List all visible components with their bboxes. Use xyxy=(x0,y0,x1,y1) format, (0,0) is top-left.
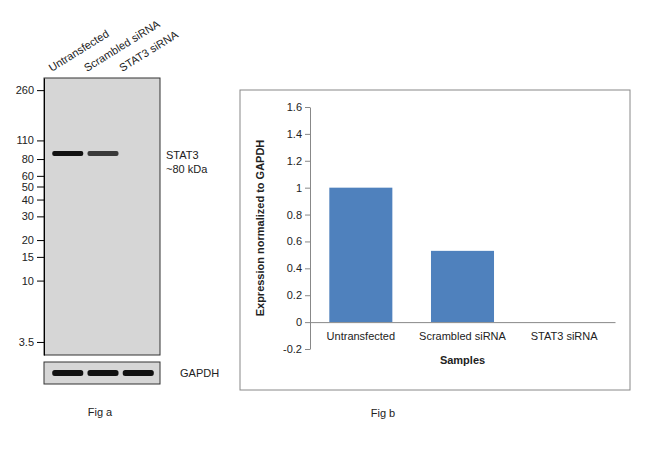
x-tick-label: STAT3 siRNA xyxy=(531,330,598,342)
mw-tick: 3.5 xyxy=(19,336,44,348)
y-axis-title: Expression normalized to GAPDH xyxy=(254,140,266,317)
y-tick: 1 xyxy=(296,182,310,194)
mw-tick-label: 10 xyxy=(22,275,34,287)
mw-axis-line xyxy=(44,79,45,356)
x-axis: Untransfected Scrambled siRNA STAT3 siRNA xyxy=(311,322,616,342)
band-name: STAT3 xyxy=(166,149,199,161)
mw-tick-label: 30 xyxy=(22,210,34,222)
x-tick: Scrambled siRNA xyxy=(419,322,506,342)
mw-tick: 30 xyxy=(22,210,44,222)
y-tick-mark xyxy=(305,161,310,162)
mw-tick-mark xyxy=(37,90,44,91)
x-tick: STAT3 siRNA xyxy=(531,322,598,342)
y-tick-label: 1 xyxy=(296,182,302,194)
mw-tick-mark xyxy=(37,281,44,282)
y-tick-mark xyxy=(305,349,310,350)
mw-tick-mark xyxy=(37,240,44,241)
mw-tick: 10 xyxy=(22,275,44,287)
mw-tick-mark xyxy=(37,187,44,188)
mw-tick: 15 xyxy=(22,251,44,263)
y-tick: 1.4 xyxy=(287,128,310,140)
mw-tick-label: 50 xyxy=(22,181,34,193)
x-axis-line xyxy=(311,322,616,323)
y-tick-mark xyxy=(305,188,310,189)
mw-tick-label: 40 xyxy=(22,194,34,206)
y-tick: 0.8 xyxy=(287,209,310,221)
mw-axis: 26011080605040302015103.5 xyxy=(16,79,45,356)
chart-frame xyxy=(240,90,630,390)
mw-tick-label: 3.5 xyxy=(19,336,34,348)
loading-bands xyxy=(52,370,154,376)
y-tick-label: 1.6 xyxy=(287,101,302,113)
caption: Fig b xyxy=(371,407,395,419)
lane-label: STAT3 siRNA xyxy=(117,28,181,74)
mw-tick: 80 xyxy=(22,153,44,165)
y-tick-mark xyxy=(305,268,310,269)
band xyxy=(52,151,83,156)
loading-band xyxy=(87,370,118,376)
bar xyxy=(329,188,392,322)
y-tick-mark xyxy=(305,322,310,323)
mw-tick: 260 xyxy=(16,84,44,96)
bar-figure: -0.2 0 0.2 0.4 0.6 0.8 1 1.2 1.4 1.6 Untransfected… xyxy=(240,90,630,419)
x-tick: Untransfected xyxy=(327,322,395,342)
mw-tick-mark xyxy=(37,140,44,141)
y-tick-label: 0.2 xyxy=(287,289,302,301)
mw-tick: 40 xyxy=(22,194,44,206)
mw-tick-label: 110 xyxy=(16,134,34,146)
band xyxy=(87,151,118,156)
bar xyxy=(431,251,494,322)
loading-panel xyxy=(44,362,160,384)
loading-band xyxy=(52,370,83,376)
mw-tick-label: 15 xyxy=(22,251,34,263)
blot-panel xyxy=(44,78,160,355)
y-axis: -0.2 0 0.2 0.4 0.6 0.8 1 1.2 1.4 1.6 xyxy=(283,101,310,355)
y-tick-mark xyxy=(305,134,310,135)
band-size: ~80 kDa xyxy=(166,163,208,175)
y-tick-label: 0.8 xyxy=(287,209,302,221)
x-tick-label: Untransfected xyxy=(327,330,395,342)
blot-figure: 26011080605040302015103.5UntransfectedSc… xyxy=(16,17,220,418)
bars xyxy=(329,188,494,322)
x-tick-label: Scrambled siRNA xyxy=(419,330,506,342)
mw-tick: 20 xyxy=(22,234,44,246)
y-tick-label: -0.2 xyxy=(283,343,302,355)
y-tick-label: 0 xyxy=(296,316,302,328)
x-axis-title: Samples xyxy=(440,354,485,366)
y-tick-label: 0.6 xyxy=(287,235,302,247)
mw-tick: 110 xyxy=(16,134,44,146)
y-tick: 0.4 xyxy=(287,262,310,274)
figure: 26011080605040302015103.5UntransfectedSc… xyxy=(0,0,650,475)
y-tick-mark xyxy=(305,107,310,108)
y-tick-label: 1.4 xyxy=(287,128,302,140)
bands xyxy=(52,151,154,156)
mw-tick-label: 80 xyxy=(22,153,34,165)
mw-tick-mark xyxy=(37,216,44,217)
mw-tick-mark xyxy=(37,257,44,258)
y-tick: 0 xyxy=(296,316,310,328)
mw-tick-mark xyxy=(37,342,44,343)
y-tick: -0.2 xyxy=(283,343,310,355)
loading-name: GAPDH xyxy=(180,367,219,379)
y-tick-label: 0.4 xyxy=(287,262,302,274)
y-tick-mark xyxy=(305,295,310,296)
loading-band xyxy=(123,370,154,376)
caption: Fig a xyxy=(88,406,113,418)
y-tick-mark xyxy=(305,241,310,242)
y-tick-mark xyxy=(305,215,310,216)
y-tick: 0.2 xyxy=(287,289,310,301)
y-tick: 1.2 xyxy=(287,155,310,167)
y-axis-line xyxy=(310,108,311,350)
mw-tick-mark xyxy=(37,176,44,177)
mw-tick: 50 xyxy=(22,181,44,193)
y-tick: 0.6 xyxy=(287,235,310,247)
y-tick: 1.6 xyxy=(287,101,310,113)
mw-tick-label: 260 xyxy=(16,84,34,96)
mw-tick-mark xyxy=(37,159,44,160)
mw-tick-label: 20 xyxy=(22,234,34,246)
mw-tick-mark xyxy=(37,200,44,201)
y-tick-label: 1.2 xyxy=(287,155,302,167)
